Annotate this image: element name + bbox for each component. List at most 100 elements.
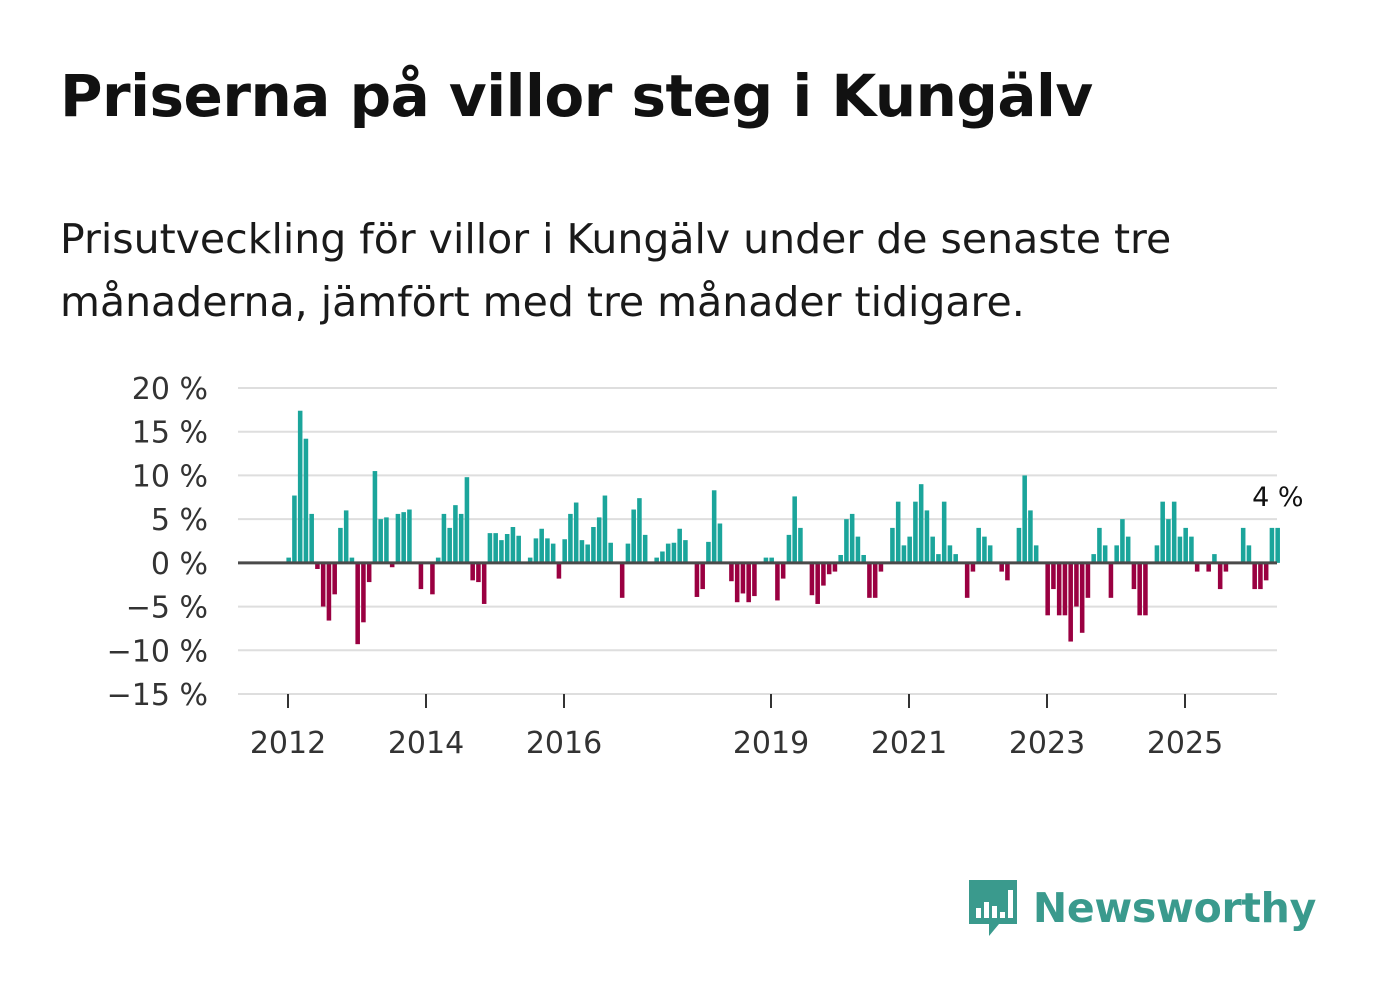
bar <box>809 562 815 596</box>
bar <box>1005 562 1010 581</box>
bar <box>591 527 596 563</box>
bar <box>941 501 947 563</box>
bar <box>1137 562 1142 616</box>
bar <box>441 513 447 563</box>
bar <box>1269 527 1275 563</box>
bar <box>384 517 389 563</box>
bar <box>361 562 366 623</box>
bar <box>878 562 884 572</box>
bar <box>769 557 774 563</box>
bar <box>1206 562 1211 572</box>
bar <box>510 527 516 563</box>
bar <box>970 562 976 572</box>
bar <box>1160 501 1165 563</box>
bar <box>309 513 314 563</box>
bar <box>476 562 481 583</box>
bar <box>844 519 849 563</box>
brand-logo: Newsworthy <box>967 878 1316 938</box>
bar <box>504 534 510 563</box>
bar <box>1091 554 1096 563</box>
bar <box>677 528 682 563</box>
chart-subtitle: Prisutveckling för villor i Kungälv unde… <box>60 215 1172 326</box>
bar <box>740 562 746 594</box>
bar <box>1102 545 1108 563</box>
bar <box>918 484 924 563</box>
bar-chart-speech-bubble-icon <box>968 880 1017 936</box>
bar <box>297 410 303 563</box>
bar <box>798 527 803 563</box>
bar <box>872 562 878 598</box>
x-tick-label: 2021 <box>871 726 947 760</box>
bar <box>1016 527 1022 563</box>
bar <box>660 551 665 563</box>
bar <box>418 562 424 590</box>
bar <box>826 562 832 575</box>
bar <box>579 540 585 563</box>
bar <box>366 562 372 583</box>
bar <box>999 562 1004 572</box>
bar <box>1223 562 1229 572</box>
y-tick-label: 5 % <box>151 503 208 538</box>
x-tick-label: 2014 <box>388 726 464 760</box>
bar <box>303 438 309 563</box>
bar <box>867 562 872 598</box>
bar <box>1120 519 1125 563</box>
bar <box>1166 519 1171 563</box>
bar <box>430 562 435 595</box>
bar <box>786 534 792 563</box>
bar <box>706 541 711 563</box>
chart-title: Priserna på villor steg i Kungälv <box>60 62 1093 130</box>
bar <box>1097 527 1102 563</box>
bar <box>332 562 337 595</box>
bar <box>470 562 475 581</box>
bar <box>573 502 579 563</box>
bar <box>395 513 401 563</box>
bar <box>700 562 705 590</box>
bar <box>562 539 567 563</box>
price-change-bar-chart: 20 %15 %10 %5 %0 %−5 %−10 %−15 % 2012 201… <box>107 372 1304 760</box>
bar <box>1131 562 1137 590</box>
bar <box>671 542 677 563</box>
y-tick-label: −5 % <box>126 591 208 626</box>
bar <box>752 562 757 597</box>
bar <box>1079 562 1085 633</box>
bar <box>665 543 671 563</box>
bar <box>792 496 797 563</box>
y-axis: 20 % 15 % 10 % 5 % 0 % −5 % −10 % −15 % <box>107 372 208 713</box>
y-tick-label: −10 % <box>107 634 208 669</box>
bar <box>907 536 912 563</box>
bar <box>435 557 441 563</box>
bar <box>964 562 970 598</box>
bar <box>1062 562 1068 616</box>
bar <box>654 557 659 563</box>
bar <box>372 471 378 563</box>
bar <box>602 495 608 563</box>
bar <box>1177 536 1183 563</box>
bar <box>556 562 562 579</box>
bar <box>861 554 866 563</box>
bar <box>608 542 613 563</box>
bar <box>890 527 895 563</box>
bar <box>545 538 550 563</box>
bar <box>838 554 843 563</box>
bar <box>1263 562 1269 581</box>
brand-name: Newsworthy <box>1032 884 1316 932</box>
bar <box>821 562 826 586</box>
bar <box>1212 554 1217 563</box>
bar <box>895 501 901 563</box>
bar <box>1056 562 1062 616</box>
y-tick-label: 10 % <box>132 459 208 494</box>
bar <box>1189 536 1194 563</box>
bar <box>1183 527 1188 563</box>
bar <box>746 562 751 603</box>
bar <box>1114 545 1119 563</box>
bar <box>401 512 406 563</box>
bar <box>487 533 493 563</box>
bar <box>1085 562 1091 598</box>
bar <box>516 535 521 563</box>
bar <box>1154 545 1160 563</box>
bar <box>815 562 820 604</box>
bar <box>464 477 470 563</box>
bar <box>1051 562 1056 590</box>
bar <box>493 533 498 563</box>
